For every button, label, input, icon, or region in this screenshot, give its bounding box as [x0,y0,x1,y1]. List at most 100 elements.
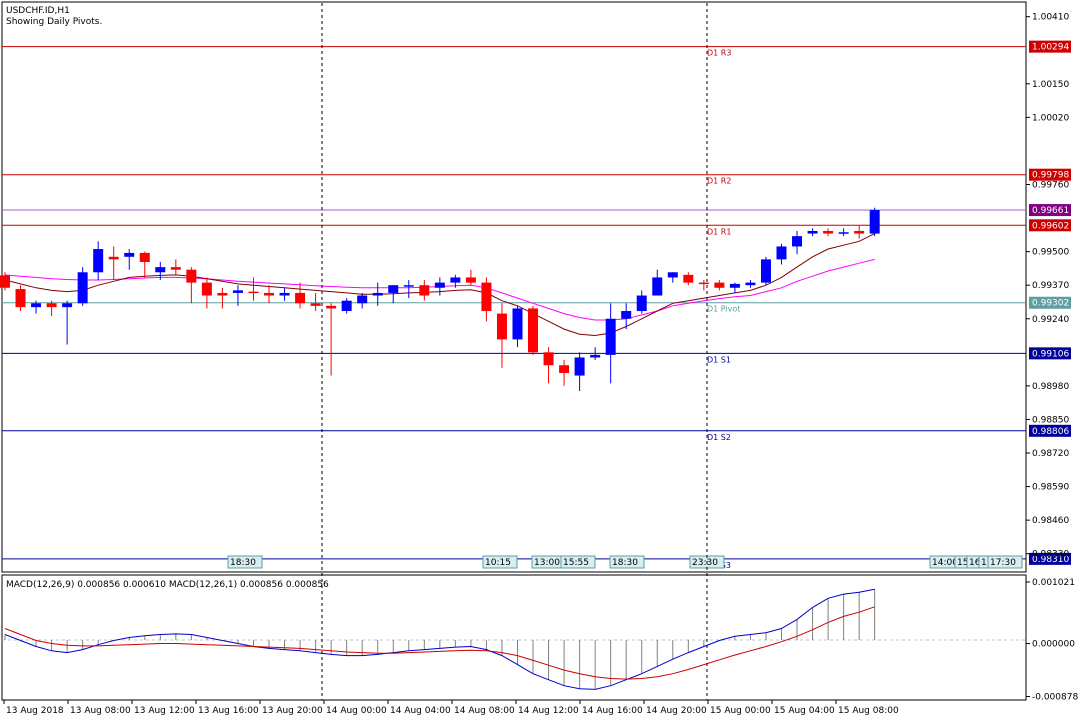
pivot-price-tag-text: 1.00294 [1032,43,1069,53]
session-marker-label: 18:30 [230,558,256,568]
time-tick-label: 15 Aug 00:00 [710,706,771,716]
price-tick-label: 1.00020 [1032,113,1069,123]
session-marker-label: 13:00 [534,558,560,568]
pivot-label-d1-r3: D1 R3 [707,49,731,58]
time-tick-label: 13 Aug 16:00 [198,706,259,716]
candle-body [372,292,383,296]
candle-body [745,282,756,286]
candle-body [636,295,647,312]
candle-body [869,210,880,234]
price-tick-label: 1.00150 [1032,80,1069,90]
time-tick-label: 14 Aug 20:00 [646,706,707,716]
candle-body [760,259,771,283]
macd-panel [1,574,1027,701]
candle-body [264,292,275,296]
pivot-price-tag-text: 0.98310 [1032,555,1069,565]
macd-tick-label: 0.000000 [1032,640,1075,650]
time-tick-label: 14 Aug 00:00 [326,706,387,716]
time-tick-label: 13 Aug 12:00 [134,706,195,716]
pivot-price-tag-text: 0.99602 [1032,221,1069,231]
time-tick-label: 14 Aug 08:00 [454,706,515,716]
price-tick-label: 0.99760 [1032,181,1069,191]
pivot-price-tag-d1-r3 [1029,40,1071,53]
macd-tick-label: 0.001021 [1032,578,1075,588]
candle-body [310,303,321,306]
chart-symbol-label: USDCHF.ID,H1 [6,6,70,16]
candle-body [170,267,181,270]
candle-body [93,249,104,273]
pivot-price-tag-text: 0.98806 [1032,427,1069,437]
candle-body [46,303,57,308]
candle-body [295,292,306,304]
candle-body [683,274,694,283]
pivot-label-d1-r2: D1 R2 [707,177,731,186]
time-tick-label: 13 Aug 08:00 [70,706,131,716]
candle-body [217,292,228,296]
candle-body [729,283,740,288]
time-tick-label: 14 Aug 12:00 [518,706,579,716]
macd-line [4,588,875,690]
main-plot-frame [1,1,1027,573]
candle-body [419,285,430,296]
candle-body [512,308,523,340]
candle-body [31,303,42,308]
candle-body [590,354,601,358]
candle-body [434,282,445,288]
candle-body [403,285,414,287]
pivot-price-tag-d1-pivot [1029,296,1071,309]
candle-body [139,252,150,262]
session-marker-label: 14:00 [932,558,958,568]
price-tick-label: 0.99370 [1032,281,1069,291]
price-tick-label: 0.98850 [1032,415,1069,425]
price-tick-label: 1.00410 [1032,13,1069,23]
time-tick-label: 15 Aug 04:00 [774,706,835,716]
candle-body [667,272,678,278]
session-marker-label: 10:15 [485,558,511,568]
pivot-price-tag-d1-s1 [1029,347,1071,360]
candle-body [496,313,507,340]
macd-plot-frame [1,574,1027,701]
pivot-price-tag-text: 0.99798 [1032,171,1069,181]
candle-body [528,308,539,353]
session-marker [482,555,518,569]
candle-body [698,282,709,285]
candle-body [807,230,818,234]
pivot-price-tag-d1-r2 [1029,168,1071,181]
price-tick-label: 0.98330 [1032,550,1069,560]
candle-body [248,291,259,294]
session-marker-label: 15 [957,558,968,568]
price-tick-label: 0.98720 [1032,449,1069,459]
price-tick-label: 0.99500 [1032,248,1069,258]
macd-indicator-label: MACD(12,26,9) 0.000856 0.000610 MACD(12,… [6,580,329,590]
candle-body [279,292,290,296]
pivot-price-tag-text: 0.99106 [1032,349,1069,359]
candle-body [776,246,787,260]
pivot-price-tag-text: 0.99302 [1032,299,1069,309]
session-marker-label: 18:30 [612,558,638,568]
candle-body [854,230,865,234]
macd-tick-label: -0.000878 [1032,692,1078,702]
pivot-label-d1-pivot: D1 Pivot [707,305,740,314]
session-marker-label: 17:30 [990,558,1016,568]
pivot-price-tag-d1-s2 [1029,424,1071,437]
session-marker [560,555,596,569]
candle-body [621,311,632,319]
macd-signal-line [4,606,875,680]
pivot-label-d1-s1: D1 S1 [707,355,731,364]
pivot-label-d1-s2: D1 S2 [707,433,731,442]
candle-body [450,277,461,283]
candle-body [326,305,337,309]
chart-subtitle: Showing Daily Pivots. [6,17,102,27]
candle-body [77,272,88,304]
time-tick-label: 14 Aug 04:00 [390,706,451,716]
candle-body [481,282,492,312]
current-price-tag-text: 0.99661 [1032,206,1069,216]
candle-body [838,232,849,234]
candle-body [559,365,570,373]
current-price-tag [1029,204,1071,217]
session-marker [609,555,645,569]
price-tick-label: 0.98590 [1032,483,1069,493]
pivot-label-d1-r1: D1 R1 [707,227,731,236]
candle-body [186,269,197,283]
candle-body [605,318,616,355]
